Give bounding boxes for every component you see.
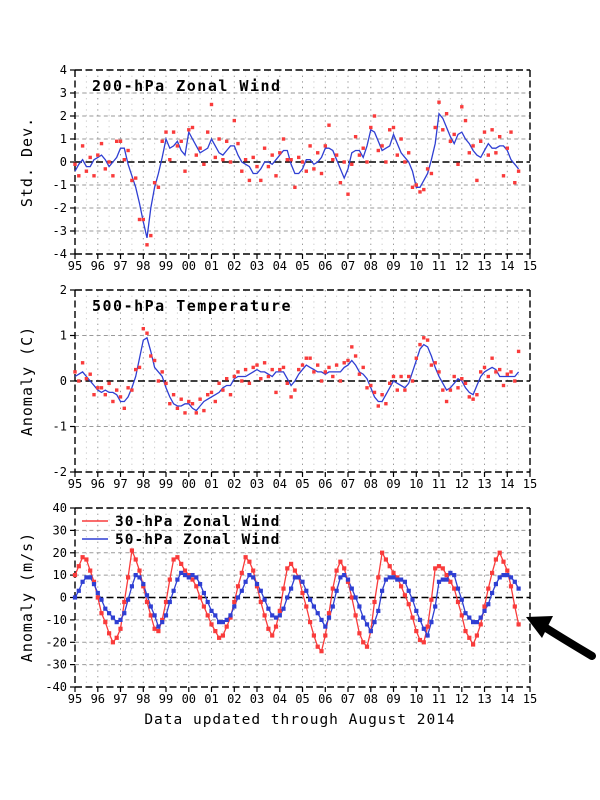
- svg-text:09: 09: [386, 692, 400, 706]
- chart-zonal-wind-anomaly: -40 -30 -20 -10 0 10 20 30 40 95 96 97 98 99 00 01 02 03 0…: [45, 501, 537, 706]
- svg-text:14: 14: [500, 692, 514, 706]
- svg-text:10: 10: [409, 259, 423, 273]
- svg-text:07: 07: [341, 259, 355, 273]
- svg-text:95: 95: [68, 259, 82, 273]
- svg-text:10: 10: [53, 568, 67, 582]
- svg-text:0: 0: [60, 374, 67, 388]
- svg-text:1: 1: [60, 132, 67, 146]
- svg-text:99: 99: [159, 259, 173, 273]
- svg-text:07: 07: [341, 692, 355, 706]
- svg-text:06: 06: [318, 692, 332, 706]
- svg-text:1: 1: [60, 329, 67, 343]
- svg-text:99: 99: [159, 692, 173, 706]
- svg-text:12: 12: [455, 259, 469, 273]
- svg-text:96: 96: [91, 477, 105, 491]
- figure-caption: Data updated through August 2014: [144, 712, 456, 728]
- svg-text:98: 98: [136, 259, 150, 273]
- svg-text:13: 13: [477, 477, 491, 491]
- svg-text:40: 40: [53, 501, 67, 515]
- svg-text:95: 95: [68, 477, 82, 491]
- svg-text:15: 15: [523, 477, 537, 491]
- hand-drawn-arrow-annotation: [526, 616, 596, 660]
- svg-text:12: 12: [455, 477, 469, 491]
- svg-text:-2: -2: [53, 465, 67, 479]
- svg-text:95: 95: [68, 692, 82, 706]
- svg-text:06: 06: [318, 259, 332, 273]
- svg-text:20: 20: [53, 546, 67, 560]
- svg-text:2: 2: [60, 109, 67, 123]
- svg-text:11: 11: [432, 477, 446, 491]
- svg-text:13: 13: [477, 692, 491, 706]
- svg-text:2: 2: [60, 283, 67, 297]
- svg-text:14: 14: [500, 259, 514, 273]
- svg-text:3: 3: [60, 86, 67, 100]
- svg-text:01: 01: [204, 692, 218, 706]
- svg-text:-3: -3: [53, 224, 67, 238]
- svg-text:00: 00: [182, 692, 196, 706]
- svg-text:15: 15: [523, 692, 537, 706]
- svg-text:03: 03: [250, 692, 264, 706]
- arrow-shaft: [542, 624, 596, 660]
- svg-text:01: 01: [204, 259, 218, 273]
- svg-text:04: 04: [273, 692, 287, 706]
- svg-text:02: 02: [227, 477, 241, 491]
- svg-text:0: 0: [60, 591, 67, 605]
- svg-text:30: 30: [53, 523, 67, 537]
- svg-text:08: 08: [364, 259, 378, 273]
- arrow-head: [526, 616, 553, 638]
- svg-text:04: 04: [273, 477, 287, 491]
- svg-text:07: 07: [341, 477, 355, 491]
- svg-text:00: 00: [182, 259, 196, 273]
- svg-text:06: 06: [318, 477, 332, 491]
- svg-text:96: 96: [91, 259, 105, 273]
- svg-text:-2: -2: [53, 201, 67, 215]
- svg-text:50-hPa Zonal Wind: 50-hPa Zonal Wind: [115, 532, 280, 548]
- svg-text:08: 08: [364, 477, 378, 491]
- svg-text:10: 10: [409, 692, 423, 706]
- svg-text:97: 97: [113, 692, 127, 706]
- svg-text:200-hPa Zonal Wind: 200-hPa Zonal Wind: [92, 77, 282, 95]
- svg-text:00: 00: [182, 477, 196, 491]
- svg-text:11: 11: [432, 259, 446, 273]
- svg-text:03: 03: [250, 259, 264, 273]
- svg-text:08: 08: [364, 692, 378, 706]
- svg-text:09: 09: [386, 477, 400, 491]
- svg-text:98: 98: [136, 692, 150, 706]
- svg-text:98: 98: [136, 477, 150, 491]
- svg-text:-10: -10: [45, 613, 67, 627]
- svg-text:10: 10: [409, 477, 423, 491]
- svg-text:0: 0: [60, 155, 67, 169]
- svg-text:01: 01: [204, 477, 218, 491]
- svg-text:02: 02: [227, 692, 241, 706]
- svg-text:14: 14: [500, 477, 514, 491]
- svg-text:-20: -20: [45, 635, 67, 649]
- svg-text:97: 97: [113, 477, 127, 491]
- svg-text:-1: -1: [53, 420, 67, 434]
- svg-text:-4: -4: [53, 247, 67, 261]
- svg-text:13: 13: [477, 259, 491, 273]
- svg-text:-40: -40: [45, 680, 67, 694]
- svg-text:04: 04: [273, 259, 287, 273]
- svg-text:96: 96: [91, 692, 105, 706]
- svg-text:11: 11: [432, 692, 446, 706]
- svg-text:30-hPa Zonal Wind: 30-hPa Zonal Wind: [115, 514, 280, 530]
- svg-text:97: 97: [113, 259, 127, 273]
- svg-text:4: 4: [60, 63, 67, 77]
- svg-text:03: 03: [250, 477, 264, 491]
- svg-text:-1: -1: [53, 178, 67, 192]
- svg-text:500-hPa Temperature: 500-hPa Temperature: [92, 297, 292, 315]
- svg-text:09: 09: [386, 259, 400, 273]
- svg-text:99: 99: [159, 477, 173, 491]
- svg-text:05: 05: [295, 259, 309, 273]
- svg-text:12: 12: [455, 692, 469, 706]
- svg-text:05: 05: [295, 477, 309, 491]
- svg-text:05: 05: [295, 692, 309, 706]
- svg-text:15: 15: [523, 259, 537, 273]
- svg-text:-30: -30: [45, 658, 67, 672]
- svg-text:02: 02: [227, 259, 241, 273]
